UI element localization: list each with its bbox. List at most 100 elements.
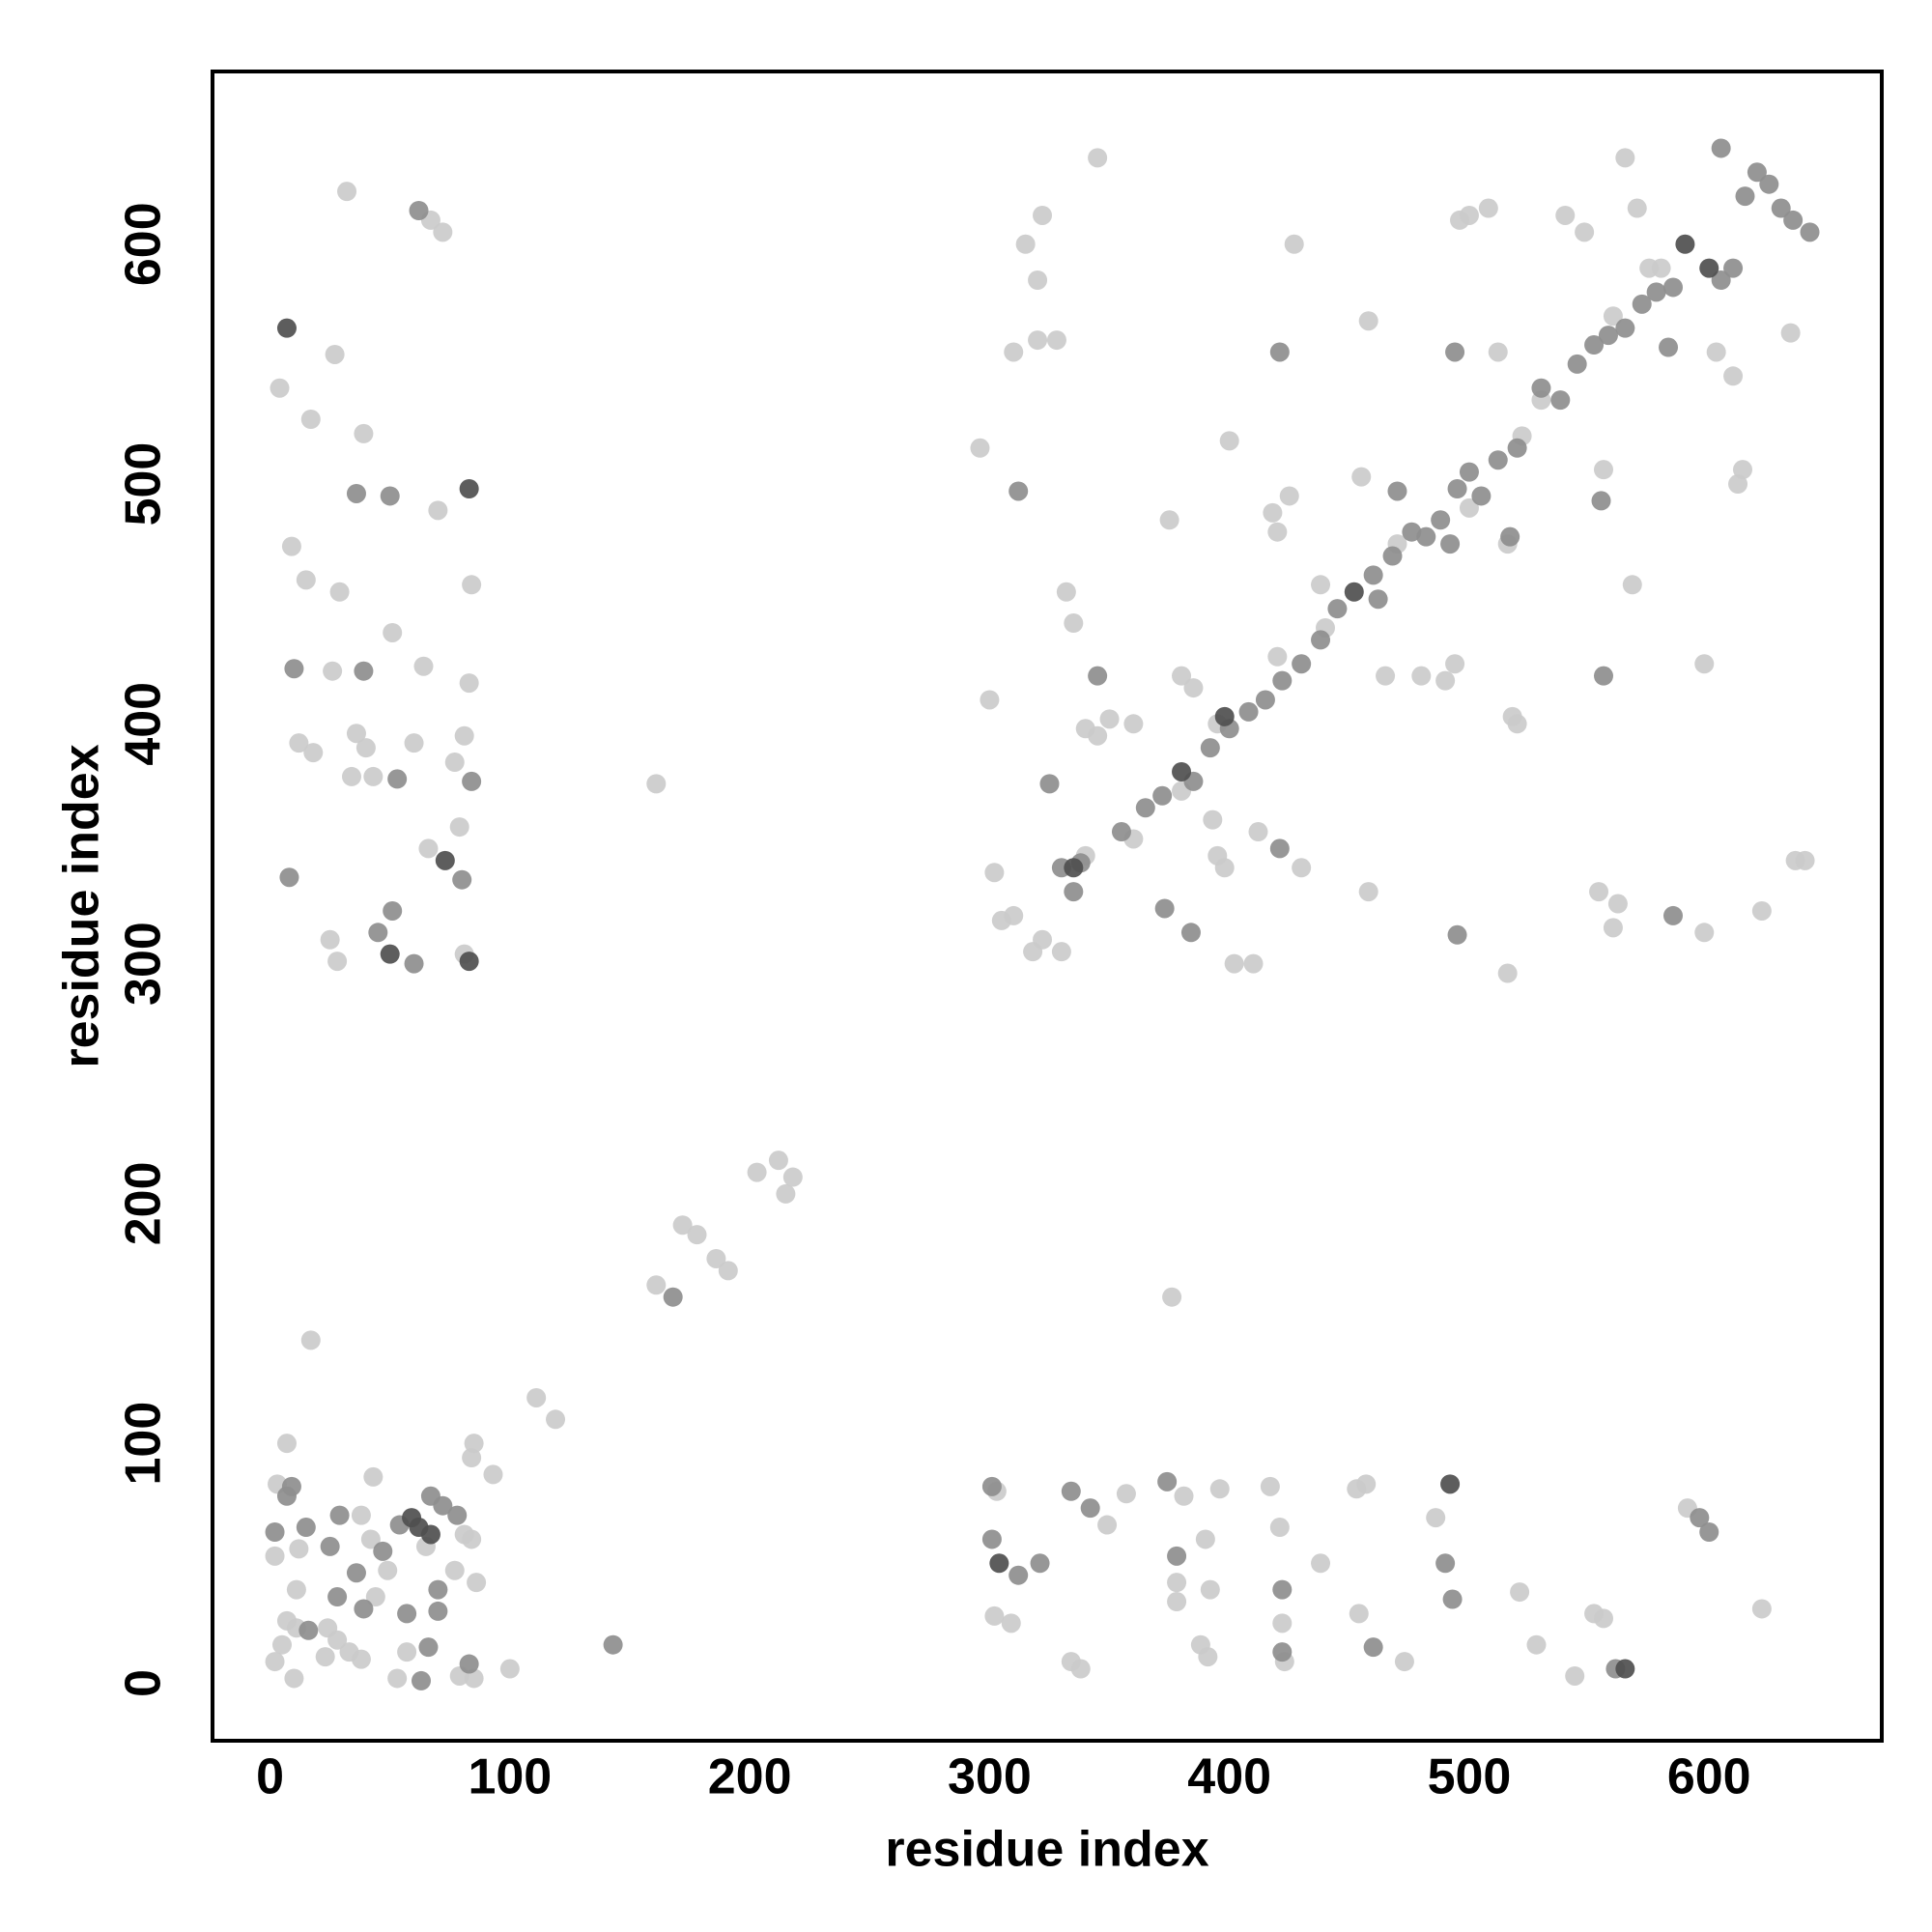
point (462, 1529, 482, 1549)
point (365, 1587, 385, 1607)
point (1111, 822, 1131, 842)
point (1267, 522, 1288, 542)
point (1639, 258, 1660, 278)
point (1394, 1652, 1414, 1672)
point (1694, 654, 1715, 674)
point (346, 483, 366, 503)
point (320, 929, 340, 950)
point (329, 1505, 350, 1525)
point (1154, 898, 1175, 919)
point (1575, 222, 1595, 242)
point (1615, 1659, 1635, 1679)
point (1363, 565, 1383, 585)
point (1263, 502, 1283, 523)
point (1001, 1613, 1021, 1634)
point (378, 1560, 398, 1580)
point (387, 769, 408, 789)
y-tick-label: 600 (116, 202, 172, 286)
point (1363, 1637, 1383, 1658)
point (346, 1563, 366, 1583)
point (265, 1546, 285, 1566)
point (452, 869, 472, 890)
point (355, 738, 376, 758)
point (270, 378, 290, 398)
point (420, 1524, 440, 1545)
y-tick-label: 300 (116, 922, 172, 1006)
point (603, 1634, 623, 1655)
point (444, 753, 465, 773)
point (1004, 342, 1024, 362)
point (1663, 277, 1683, 298)
point (1172, 666, 1192, 686)
point (1550, 390, 1571, 411)
point (1311, 575, 1331, 595)
point (354, 1599, 374, 1619)
point (1555, 205, 1576, 225)
point (1497, 963, 1518, 983)
point (1459, 205, 1479, 225)
point (323, 661, 343, 681)
point (1358, 882, 1378, 902)
point (1435, 1553, 1456, 1574)
point (404, 733, 424, 753)
point (337, 182, 357, 202)
point (1284, 234, 1304, 254)
point (298, 1620, 319, 1640)
point (706, 1248, 726, 1268)
point (351, 1505, 371, 1525)
point (1627, 198, 1647, 218)
point (1033, 929, 1053, 950)
point (1260, 1476, 1280, 1496)
point (1699, 1522, 1719, 1542)
point (1567, 354, 1587, 374)
point (1800, 222, 1820, 242)
point (1690, 1508, 1710, 1528)
point (747, 1162, 767, 1182)
point (1015, 234, 1036, 254)
point (1267, 646, 1288, 667)
point (1440, 1474, 1461, 1494)
point (1694, 923, 1715, 943)
point (363, 766, 384, 786)
point (428, 1579, 448, 1600)
point (342, 766, 361, 786)
point (1589, 882, 1609, 902)
point (454, 725, 474, 746)
point (397, 1642, 417, 1662)
point (1214, 858, 1235, 878)
point (459, 1654, 479, 1674)
point (1411, 666, 1432, 686)
point (1356, 1474, 1377, 1494)
point (1269, 838, 1290, 859)
point (1009, 481, 1029, 501)
x-tick-label: 500 (1428, 1749, 1512, 1805)
point (1349, 1604, 1369, 1624)
point (1272, 1613, 1293, 1634)
point (325, 344, 345, 364)
y-tick-label: 0 (116, 1669, 172, 1697)
point (1248, 822, 1268, 842)
x-tick-label: 600 (1667, 1749, 1751, 1805)
point (1565, 1665, 1585, 1686)
point (1167, 1573, 1187, 1593)
point (272, 1634, 292, 1655)
point (412, 1670, 431, 1690)
point (327, 1630, 348, 1650)
point (1269, 342, 1290, 362)
point (483, 1464, 503, 1485)
point (1028, 270, 1048, 290)
point (1009, 1565, 1029, 1585)
point (1088, 725, 1108, 746)
point (320, 1536, 340, 1556)
point (1159, 510, 1179, 530)
point (1447, 924, 1467, 945)
point (1759, 174, 1779, 194)
point (1195, 1529, 1215, 1549)
point (281, 536, 301, 556)
point (1272, 1579, 1293, 1600)
point (1116, 1484, 1136, 1504)
point (1435, 670, 1456, 691)
point (1382, 546, 1403, 566)
point (1167, 1546, 1187, 1566)
